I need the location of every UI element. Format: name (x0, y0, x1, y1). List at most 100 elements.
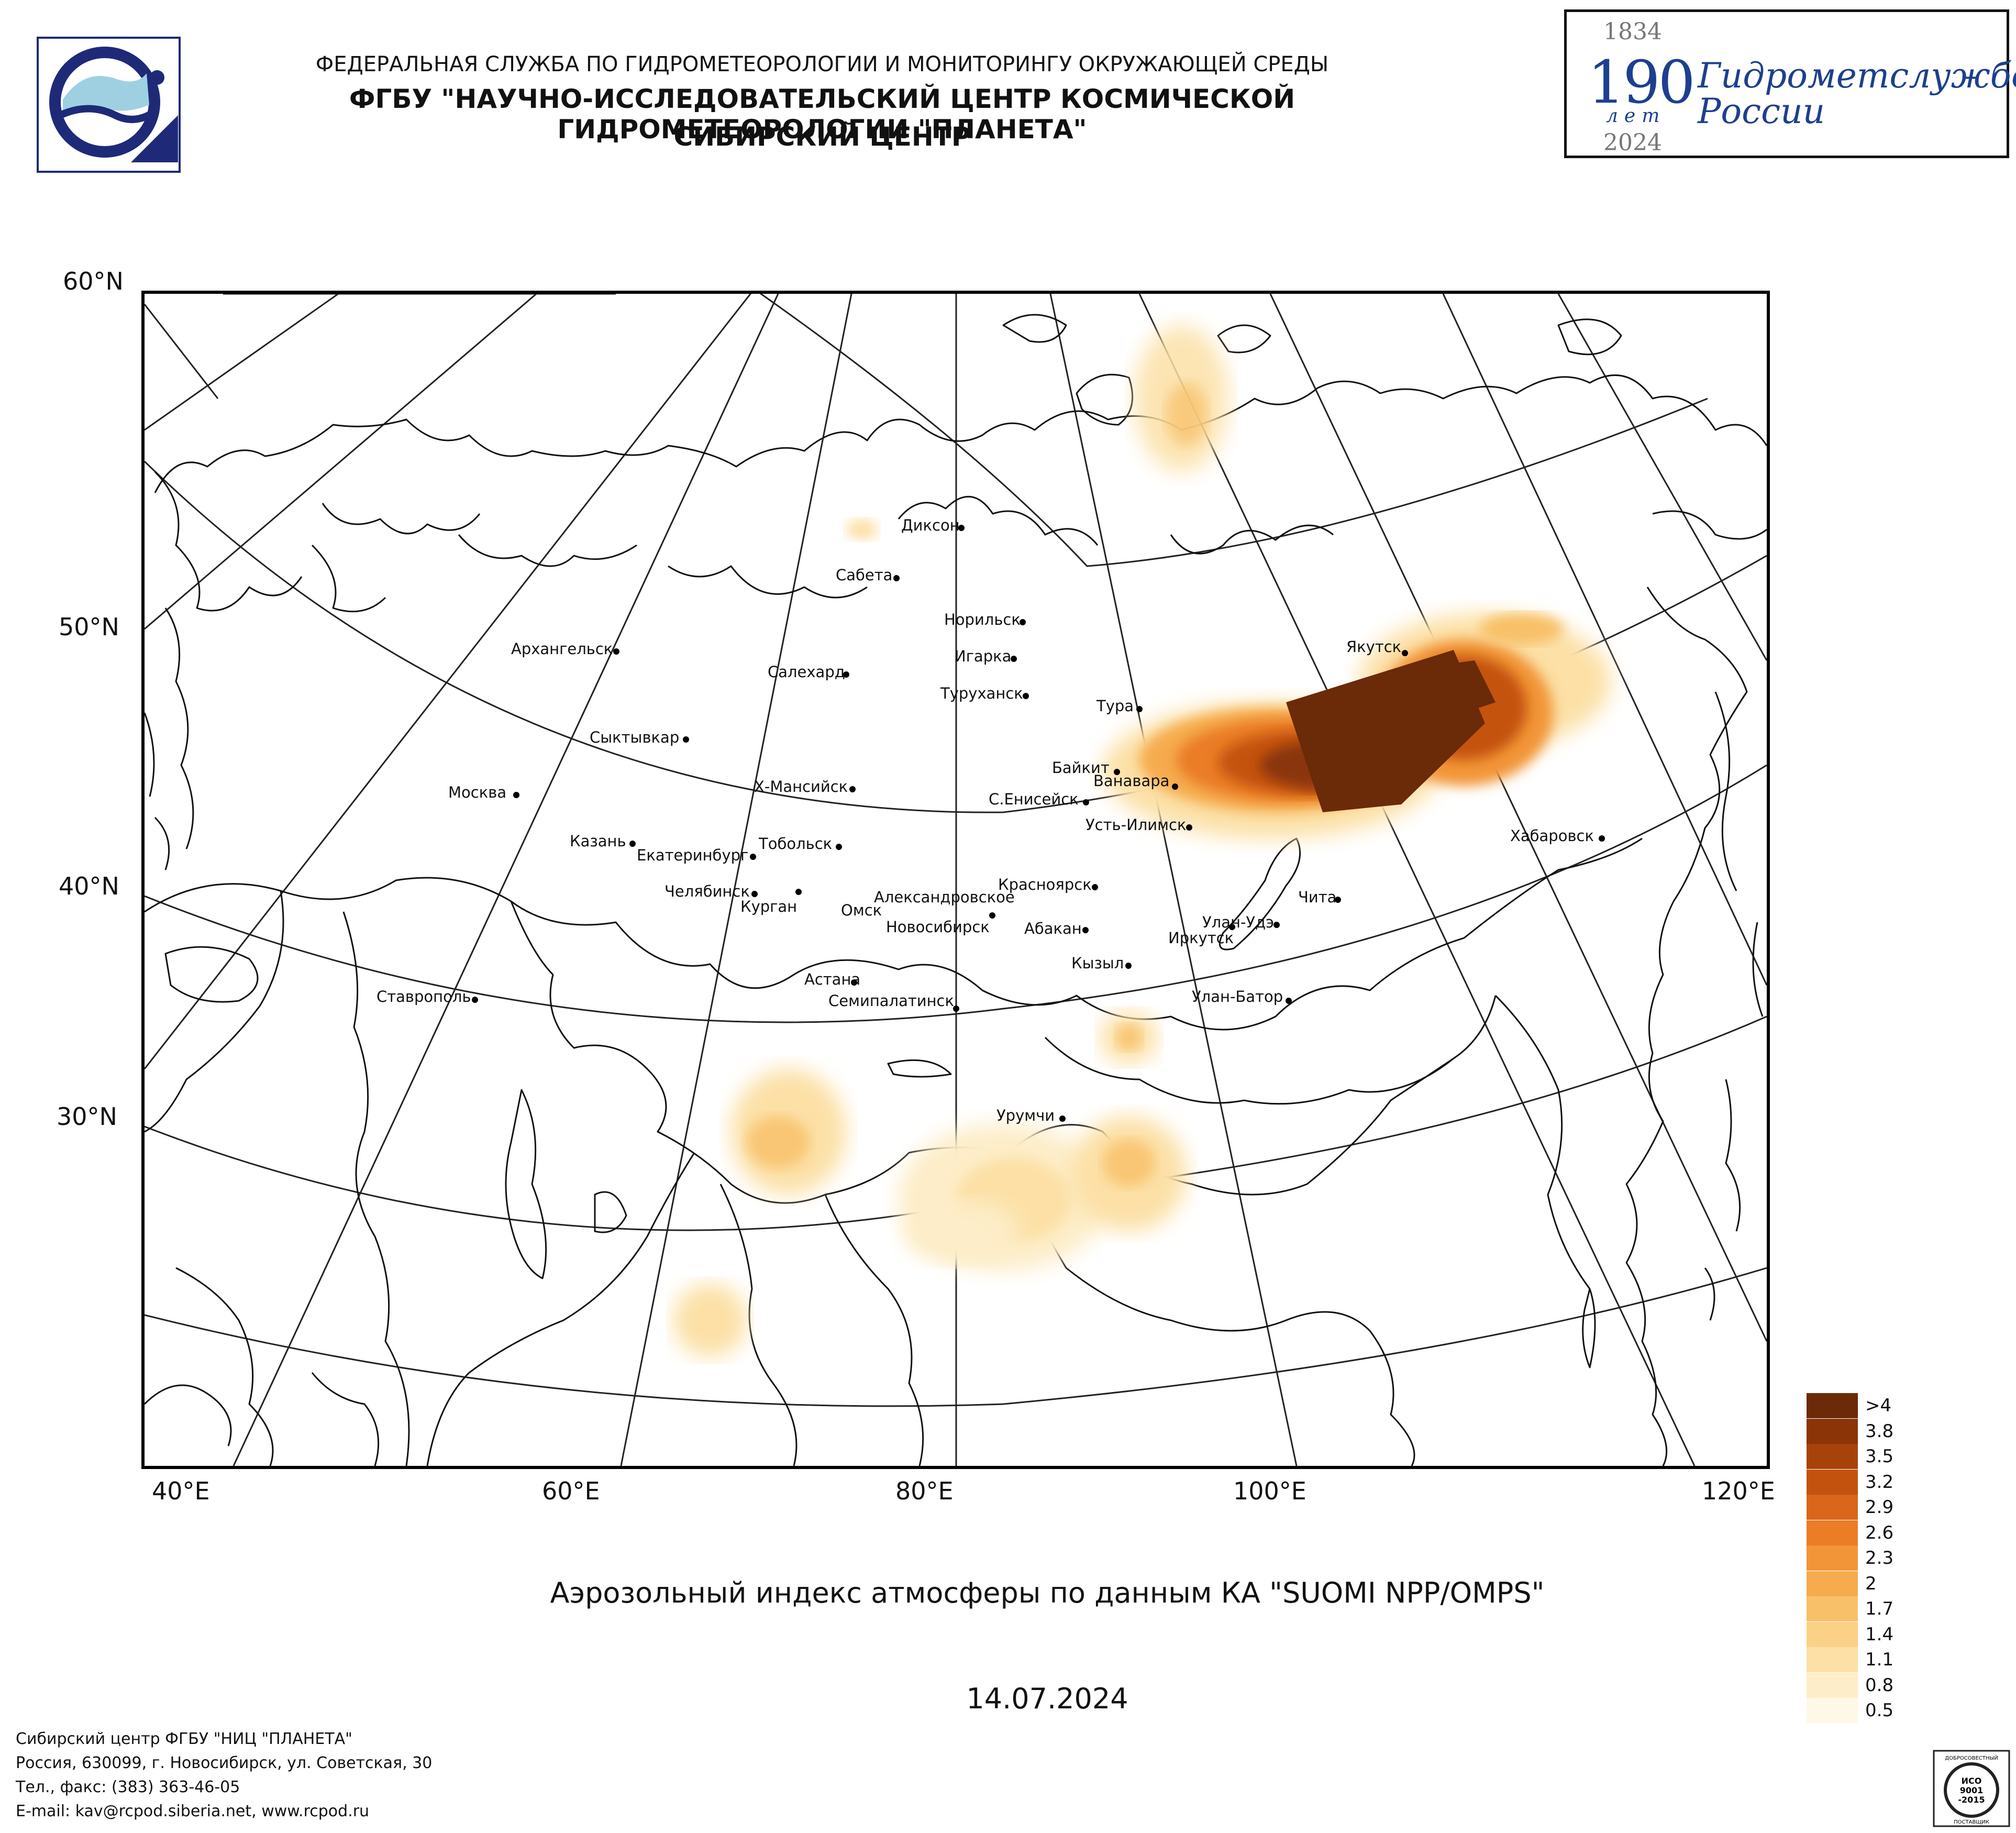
anniversary-badge: 1834 190 лет 2024 Гидрометслужбе России (1564, 9, 2016, 158)
legend-swatch (1807, 1545, 1858, 1571)
city-label-astana: Астана (804, 970, 861, 988)
legend-swatch (1807, 1596, 1858, 1621)
city-label-stavropol: Ставрополь (376, 988, 471, 1006)
city-label-dikson: Диксон (901, 516, 960, 534)
legend-swatch (1807, 1520, 1858, 1545)
cert-iso-text: ИСО (1962, 1776, 1982, 1786)
city-label-baykit: Байкит (1052, 759, 1110, 777)
legend-label: 1.7 (1865, 1598, 1894, 1619)
city-label-vanavara: Ванавара (1093, 772, 1170, 790)
city-label-syktyvkar: Сыктывкар (590, 728, 680, 746)
legend-swatch (1807, 1698, 1858, 1723)
graticule-meridians (145, 294, 1767, 1466)
city-label-khabarovsk: Хабаровск (1510, 827, 1594, 845)
legend-swatch (1807, 1418, 1858, 1444)
lon-label-120: 120°E (1702, 1477, 1775, 1505)
legend-label: 2 (1865, 1573, 1877, 1594)
anniversary-text-line1: Гидрометслужбе (1698, 56, 2016, 96)
city-label-kurgan: Курган (740, 898, 797, 915)
city-label-s-yeniseysk: С.Енисейск (989, 790, 1079, 808)
footer-contacts: Сибирский центр ФГБУ "НИЦ "ПЛАНЕТА" Росс… (16, 1727, 432, 1824)
city-label-urumqi: Урумчи (996, 1107, 1055, 1124)
lon-label-80: 80°E (895, 1477, 954, 1505)
city-label-chita: Чита (1298, 888, 1337, 906)
city-label-chelyabinsk: Челябинск (664, 882, 750, 900)
lat-label-30: 30°N (57, 1102, 117, 1131)
city-label-yakutsk: Якутск (1346, 638, 1402, 656)
legend-label: 3.5 (1865, 1446, 1894, 1467)
city-label-tobolsk: Тобольск (759, 835, 833, 853)
lat-label-60: 60°N (63, 267, 124, 295)
legend-swatch (1807, 1469, 1858, 1495)
legend-label: 0.8 (1865, 1674, 1894, 1696)
anniversary-unit: лет (1606, 105, 1666, 127)
city-label-norilsk: Норильск (944, 611, 1021, 628)
header-institute: ФГБУ "НАУЧНО-ИССЛЕДОВАТЕЛЬСКИЙ ЦЕНТР КОС… (349, 84, 1295, 145)
city-label-salekhard: Салехард (768, 663, 845, 681)
lon-label-40: 40°E (152, 1477, 210, 1505)
anniversary-year-end: 2024 (1603, 129, 1662, 156)
legend-swatch (1807, 1393, 1858, 1418)
legend-label: 0.5 (1865, 1700, 1894, 1721)
city-label-novosibirsk: Новосибирск (886, 918, 990, 936)
city-label-krasnoyarsk: Красноярск (998, 876, 1092, 893)
map-date: 14.07.2024 (966, 1682, 1128, 1715)
anniversary-year-start: 1834 (1603, 18, 1662, 45)
city-label-kyzyl: Кызыл (1071, 954, 1124, 972)
cert-year-text: -2015 (1958, 1795, 1985, 1805)
footer-phone: Тел., факс: (383) 363-46-05 (16, 1778, 240, 1796)
city-label-irkutsk: Иркутск (1168, 929, 1234, 947)
map-title: Аэрозольный индекс атмосферы по данным К… (550, 1576, 1545, 1609)
lon-label-60: 60°E (542, 1477, 600, 1505)
legend-swatch (1807, 1672, 1858, 1698)
city-label-abakan: Абакан (1024, 920, 1082, 937)
legend-label: 1.1 (1865, 1649, 1894, 1670)
cert-number-text: 9001 (1960, 1785, 1984, 1795)
legend-label: 2.3 (1865, 1548, 1894, 1569)
color-legend: >4 3.8 3.5 3.2 2.9 2.6 2.3 2 1.7 1.4 1.1 0.8 0.5 (1807, 1393, 1953, 1723)
organization-logo (37, 37, 181, 173)
legend-label: 3.8 (1865, 1420, 1894, 1442)
header-center: СИБИРСКИЙ ЦЕНТР (673, 122, 971, 152)
city-label-arkhangelsk: Архангельск (511, 640, 613, 658)
legend-label: 2.9 (1865, 1497, 1894, 1518)
iso-certificate-stamp: ДОБРОСОВЕСТНЫЙ ИСО 9001 -2015 ПОСТАВЩИК (1932, 1749, 2011, 1828)
legend-label: >4 (1865, 1395, 1892, 1416)
city-label-kazan: Казань (570, 832, 626, 850)
cert-bottom-text: ПОСТАВЩИК (1954, 1819, 1989, 1825)
cert-top-text: ДОБРОСОВЕСТНЫЙ (1945, 1754, 1998, 1761)
anniversary-text-line2: России (1698, 91, 1825, 131)
city-label-tura: Тура (1096, 697, 1134, 715)
legend-swatch (1807, 1495, 1858, 1520)
city-label-aleksandrovskoye: Александровское (874, 888, 1015, 906)
aerosol-overlay (673, 325, 1611, 1357)
lat-label-50: 50°N (59, 613, 119, 641)
city-markers (472, 525, 1605, 1122)
footer-email: E-mail: kav@rcpod.siberia.net, www.rcpod… (16, 1802, 370, 1820)
map-graphics (145, 294, 1767, 1466)
header-agency: ФЕДЕРАЛЬНАЯ СЛУЖБА ПО ГИДРОМЕТЕОРОЛОГИИ … (315, 52, 1329, 76)
legend-label: 1.4 (1865, 1624, 1894, 1645)
city-label-sabetta: Сабета (836, 566, 893, 584)
city-label-ulan-ude: Улан-Удэ (1202, 913, 1275, 931)
city-label-moscow: Москва (448, 783, 507, 801)
city-label-ust-ilimsk: Усть-Илимск (1085, 816, 1187, 834)
anniversary-text: Гидрометслужбе России (1698, 58, 2016, 129)
city-label-turukhansk: Туруханск (940, 684, 1023, 702)
legend-swatch (1807, 1444, 1858, 1469)
aerosol-map: Диксон Сабета Норильск Игарка Салехард Т… (141, 291, 1770, 1469)
legend-label: 3.2 (1865, 1471, 1894, 1493)
coastlines-borders (145, 314, 1767, 1466)
anniversary-number: 190 (1588, 49, 1696, 117)
footer-address: Россия, 630099, г. Новосибирск, ул. Сове… (16, 1754, 433, 1772)
city-label-igarka: Игарка (955, 647, 1012, 665)
legend-label: 2.6 (1865, 1522, 1894, 1543)
legend-swatch (1807, 1571, 1858, 1596)
city-label-yekaterinburg: Екатеринбург (637, 846, 749, 864)
legend-swatch (1807, 1621, 1858, 1647)
city-label-semipalatinsk: Семипалатинск (828, 992, 955, 1010)
legend-swatch (1807, 1647, 1858, 1672)
city-label-khanty-mansiysk: Х-Мансийск (754, 778, 848, 796)
lon-label-100: 100°E (1233, 1477, 1306, 1505)
city-label-omsk: Омск (841, 901, 882, 919)
